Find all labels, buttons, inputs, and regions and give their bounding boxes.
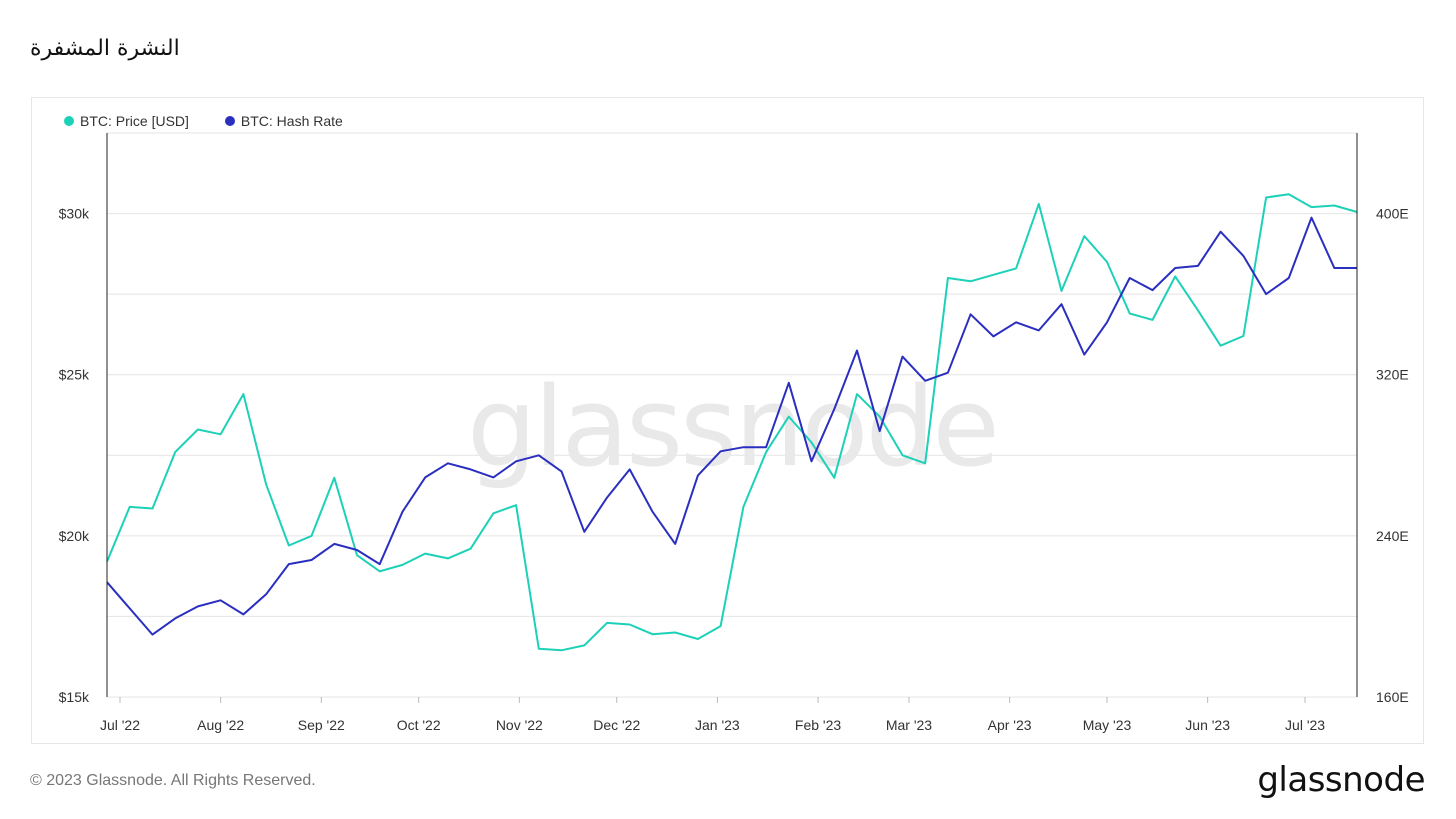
- chart-legend: BTC: Price [USD] BTC: Hash Rate: [64, 113, 343, 129]
- series-layer: [106, 193, 1358, 652]
- x-tick-label: Jun '23: [1185, 717, 1230, 733]
- watermark-text: glassnode: [467, 363, 997, 491]
- y-right-tick-label: 400E: [1376, 206, 1409, 222]
- legend-dot-hashrate-icon: [224, 116, 235, 126]
- series-line-hashrate: [106, 216, 1357, 636]
- x-tick-label: Apr '23: [988, 717, 1032, 733]
- x-tick-label: Jan '23: [695, 717, 740, 733]
- copyright-text: © 2023 Glassnode. All Rights Reserved.: [30, 772, 316, 789]
- x-tick-label: May '23: [1083, 717, 1132, 733]
- series-line-price: [106, 193, 1358, 652]
- chart-frame: [31, 97, 1424, 744]
- legend-dot-price-icon: [64, 116, 74, 126]
- grid-layer: [107, 132, 1357, 698]
- legend-label-hashrate: BTC: Hash Rate: [240, 113, 343, 129]
- x-tick-label: Jul '23: [1285, 717, 1325, 733]
- y-right-tick-label: 240E: [1376, 528, 1409, 544]
- y-right-tick-label: 160E: [1376, 689, 1409, 705]
- y-left-tick-label: $25k: [59, 367, 90, 383]
- glassnode-logo[interactable]: glassnode: [1257, 760, 1425, 800]
- x-tick-label: Feb '23: [795, 717, 841, 733]
- y-left-tick-label: $30k: [59, 206, 90, 222]
- x-tick-label: Mar '23: [886, 717, 932, 733]
- legend-label-price: BTC: Price [USD]: [80, 113, 189, 129]
- x-tick-label: Nov '22: [496, 717, 543, 733]
- legend-item-price[interactable]: BTC: Price [USD]: [64, 113, 189, 129]
- x-tick-label: Oct '22: [397, 717, 441, 733]
- x-tick-label: Sep '22: [298, 717, 345, 733]
- tick-layer: $15k $20k $25k $30k 160E 240E 320E 400E Jul '22 A…: [59, 206, 1409, 733]
- x-tick-label: Jul '22: [100, 717, 140, 733]
- legend-item-hashrate[interactable]: BTC: Hash Rate: [224, 113, 343, 129]
- y-left-tick-label: $15k: [59, 689, 90, 705]
- page-title: النشرة المشفرة: [30, 36, 180, 61]
- x-tick-label: Dec '22: [593, 717, 640, 733]
- y-left-tick-label: $20k: [59, 528, 90, 544]
- y-right-tick-label: 320E: [1376, 367, 1409, 383]
- x-tick-label: Aug '22: [197, 717, 244, 733]
- axis-layer: [106, 133, 1358, 697]
- watermark-layer: glassnode: [467, 363, 1000, 491]
